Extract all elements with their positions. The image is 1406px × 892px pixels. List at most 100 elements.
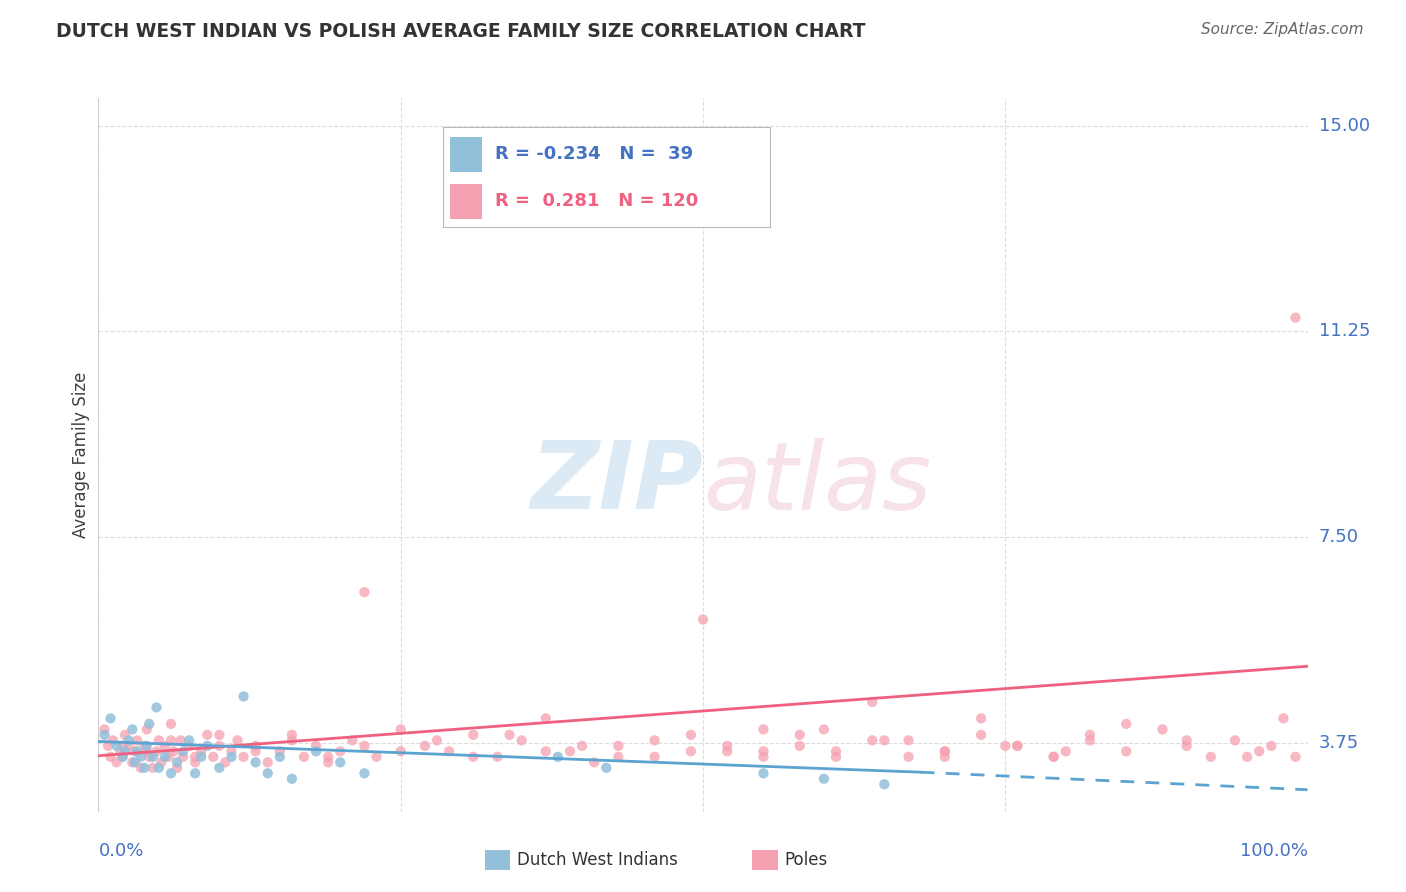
Point: [118, 733, 141, 747]
Point: [118, 739, 141, 753]
Point: [114, 744, 136, 758]
Point: [934, 744, 956, 758]
Point: [245, 744, 267, 758]
Point: [111, 749, 134, 764]
Point: [994, 739, 1017, 753]
Text: 11.25: 11.25: [1319, 322, 1371, 341]
Point: [127, 733, 149, 747]
Point: [105, 739, 128, 753]
Point: [184, 749, 207, 764]
Point: [177, 733, 201, 747]
Point: [221, 744, 243, 758]
Point: [105, 756, 128, 770]
Text: 100.0%: 100.0%: [1240, 842, 1308, 860]
Point: [752, 766, 775, 780]
Point: [292, 749, 315, 764]
Point: [1042, 749, 1064, 764]
Point: [305, 739, 328, 753]
Y-axis label: Average Family Size: Average Family Size: [72, 372, 90, 538]
Text: 15.00: 15.00: [1319, 117, 1369, 135]
Point: [245, 756, 267, 770]
Point: [281, 733, 304, 747]
Point: [97, 739, 120, 753]
Point: [129, 761, 152, 775]
Point: [148, 761, 170, 775]
Point: [93, 723, 115, 737]
Point: [208, 739, 231, 753]
Point: [129, 749, 152, 764]
Point: [1223, 733, 1246, 747]
Point: [1175, 733, 1198, 747]
Point: [389, 744, 412, 758]
Point: [134, 739, 156, 753]
Point: [1249, 744, 1271, 758]
Point: [232, 749, 254, 764]
Point: [1115, 744, 1137, 758]
Point: [202, 749, 225, 764]
Point: [101, 733, 124, 747]
Point: [256, 766, 278, 780]
Point: [825, 749, 848, 764]
Point: [752, 744, 775, 758]
Point: [413, 739, 436, 753]
Point: [153, 749, 176, 764]
Point: [121, 756, 143, 770]
Point: [1272, 711, 1295, 725]
Point: [1078, 733, 1101, 747]
Point: [486, 749, 509, 764]
Point: [679, 728, 702, 742]
Point: [108, 744, 131, 758]
Point: [127, 744, 149, 758]
Point: [269, 749, 291, 764]
Point: [166, 761, 188, 775]
Point: [510, 733, 533, 747]
Text: Dutch West Indians: Dutch West Indians: [517, 851, 678, 869]
Point: [148, 733, 170, 747]
Point: [138, 717, 160, 731]
Text: ZIP: ZIP: [530, 437, 703, 530]
Point: [269, 744, 291, 758]
Point: [177, 739, 201, 753]
Point: [100, 711, 122, 725]
Point: [1260, 739, 1282, 753]
Point: [114, 728, 136, 742]
Text: Source: ZipAtlas.com: Source: ZipAtlas.com: [1201, 22, 1364, 37]
Point: [789, 739, 811, 753]
Point: [607, 749, 630, 764]
Point: [142, 761, 165, 775]
Point: [1284, 310, 1306, 325]
Text: atlas: atlas: [703, 438, 931, 529]
Point: [245, 739, 267, 753]
Point: [184, 756, 207, 770]
Point: [172, 744, 194, 758]
Point: [121, 723, 143, 737]
Text: Poles: Poles: [785, 851, 828, 869]
Point: [166, 756, 188, 770]
Point: [463, 749, 485, 764]
Point: [366, 749, 388, 764]
Point: [208, 728, 231, 742]
Point: [534, 711, 557, 725]
Point: [316, 749, 339, 764]
Point: [353, 766, 375, 780]
Point: [190, 744, 212, 758]
Point: [1054, 744, 1077, 758]
Point: [1152, 723, 1174, 737]
Point: [463, 728, 485, 742]
Point: [873, 733, 896, 747]
Point: [150, 756, 173, 770]
Point: [138, 749, 160, 764]
Point: [970, 728, 993, 742]
Point: [534, 744, 557, 758]
Point: [1199, 749, 1222, 764]
Point: [316, 756, 339, 770]
Point: [1236, 749, 1258, 764]
Point: [169, 733, 191, 747]
Point: [184, 766, 207, 780]
Point: [162, 744, 184, 758]
Point: [305, 744, 328, 758]
Point: [145, 700, 167, 714]
Point: [813, 772, 835, 786]
Point: [190, 749, 212, 764]
Point: [558, 744, 581, 758]
